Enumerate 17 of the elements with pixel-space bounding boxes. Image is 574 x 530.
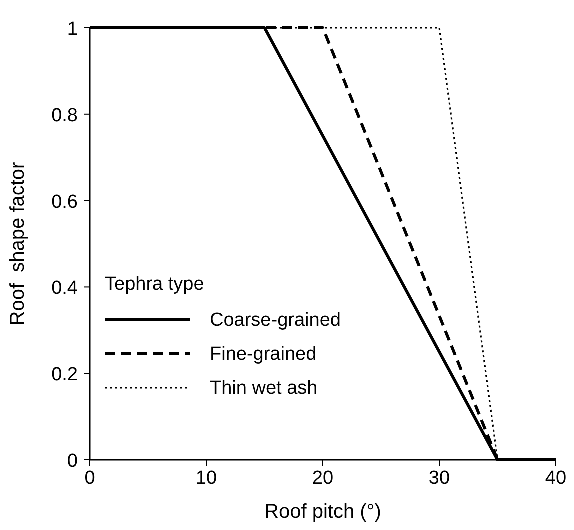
x-tick-label: 20: [312, 468, 334, 489]
legend-label: Thin wet ash: [210, 378, 318, 399]
legend-title: Tephra type: [105, 274, 204, 295]
y-tick-label: 0.2: [52, 364, 78, 386]
x-axis-title: Roof pitch (°): [264, 501, 382, 523]
x-tick-label: 10: [196, 468, 218, 489]
legend-label: Fine-grained: [210, 344, 317, 365]
y-tick-label: 0: [67, 451, 78, 472]
x-tick-label: 40: [545, 468, 567, 489]
y-tick-label: 0.8: [52, 105, 78, 126]
y-tick-label: 0.4: [52, 278, 78, 300]
y-tick-label: 1: [67, 19, 78, 40]
y-tick-label: 0.6: [52, 192, 78, 213]
x-tick-label: 30: [428, 468, 450, 489]
x-tick-label: 0: [84, 468, 96, 489]
y-axis-title: Roof shape factor: [7, 162, 29, 326]
legend-label: Coarse-grained: [210, 310, 341, 331]
